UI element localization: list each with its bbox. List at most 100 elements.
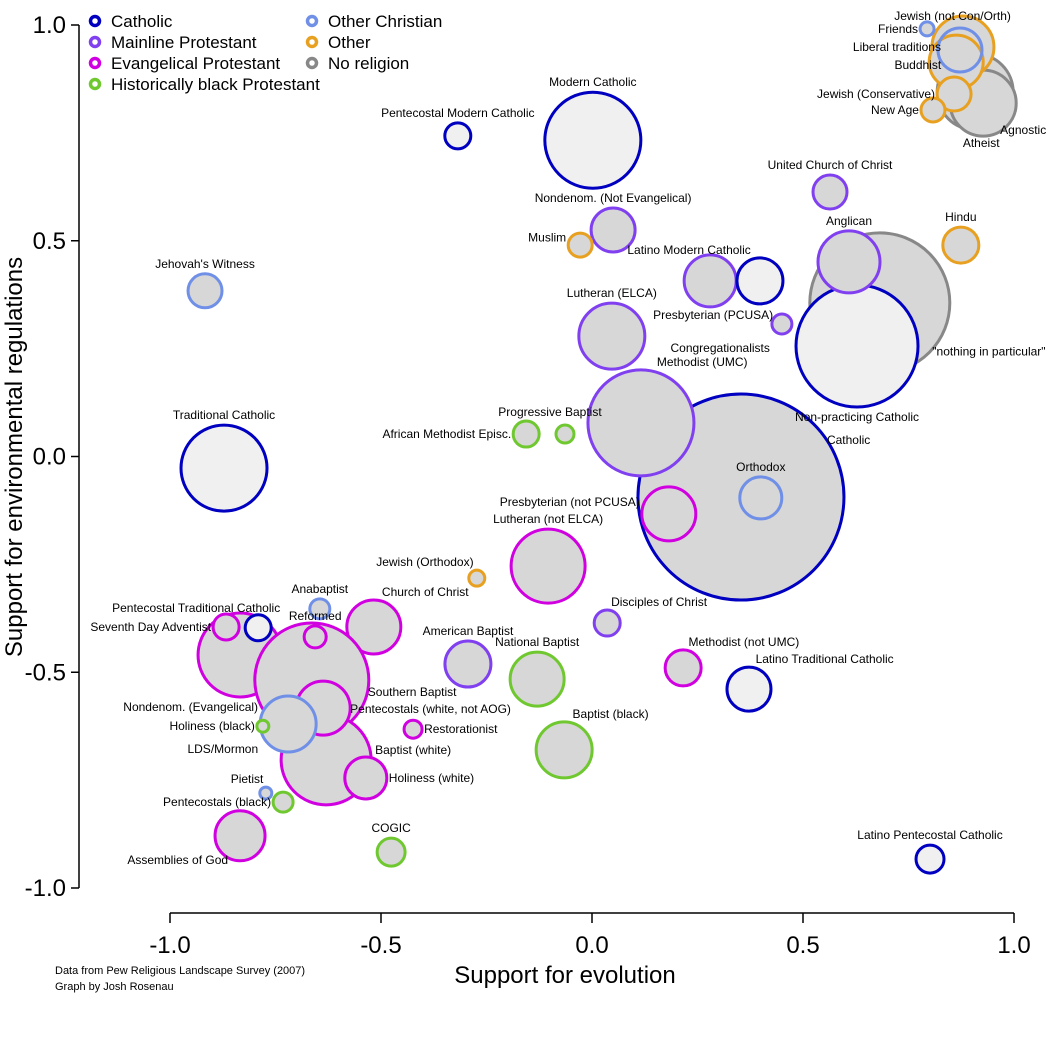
bubble-label-lutheran-not-elca: Lutheran (not ELCA) <box>493 512 603 526</box>
bubble-label-modern-catholic: Modern Catholic <box>549 75 636 89</box>
y-tick-label: 0.0 <box>33 444 66 471</box>
bubble-label-congregationalists: Congregationalists <box>670 341 769 355</box>
bubble-label-non-practicing-catholic: Non-practicing Catholic <box>795 410 919 424</box>
bubble-assemblies-of-god <box>213 809 267 863</box>
bubble-label-orthodox: Orthodox <box>736 460 785 474</box>
bubble-label-new-age: New Age <box>871 103 919 117</box>
bubble-cogic <box>375 836 407 868</box>
bubble-label-liberal-traditions: Liberal traditions <box>853 40 941 54</box>
bubble-label-agnostic: Agnostic <box>1000 123 1046 137</box>
legend-label-mainline: Mainline Protestant <box>111 33 257 52</box>
bubble-anglican <box>816 229 882 295</box>
x-tick-label: 0.0 <box>575 932 608 959</box>
bubble-label-national-baptist: National Baptist <box>495 635 580 649</box>
bubble-label-latino-traditional-catholic: Latino Traditional Catholic <box>756 652 894 666</box>
bubble-label-jehovah-s-witness: Jehovah's Witness <box>155 257 255 271</box>
bubble-baptist-black <box>534 720 594 780</box>
bubble-liberal-traditions <box>936 26 984 74</box>
legend-swatch-evangelical <box>88 56 102 70</box>
bubble-label-american-baptist: American Baptist <box>423 624 514 638</box>
bubble-seventh-day-adventist <box>211 612 241 642</box>
bubble-label-cogic: COGIC <box>371 821 411 835</box>
bubble-label-african-methodist-episc: African Methodist Episc. <box>382 427 511 441</box>
bubble-friends <box>918 20 936 38</box>
bubble-jehovah-s-witness <box>186 272 224 310</box>
x-tick-label: 1.0 <box>997 932 1030 959</box>
x-axis: -1.0 -0.5 0.0 0.5 1.0 Support for evolution <box>149 912 1031 989</box>
bubble-reformed <box>302 624 328 650</box>
bubble-disciples-of-christ <box>592 608 622 638</box>
bubble-label-church-of-christ: Church of Christ <box>382 585 469 599</box>
bubble-restorationist <box>402 718 424 740</box>
x-tick-label: -1.0 <box>149 932 190 959</box>
bubble-orthodox <box>738 475 784 521</box>
bubble-united-church-of-christ <box>811 173 849 211</box>
bubble-label-pentecostal-modern-catholic: Pentecostal Modern Catholic <box>381 106 534 120</box>
x-tick-label: 0.5 <box>786 932 819 959</box>
bubble-progressive-baptist <box>554 423 576 445</box>
bubble-label-latino-pentecostal-catholic: Latino Pentecostal Catholic <box>857 828 1002 842</box>
legend-label-black: Historically black Protestant <box>111 75 320 94</box>
bubble-modern-catholic <box>543 90 643 190</box>
bubble-label-pentecostal-traditional-catholic: Pentecostal Traditional Catholic <box>112 601 280 615</box>
y-axis-title: Support for environmental regulations <box>1 257 28 657</box>
bubble-congregationalists <box>770 312 794 336</box>
bubble-methodist-umc <box>586 368 696 478</box>
bubble-holiness-white <box>343 755 389 801</box>
bubble-label-nondenom-not-evangelical: Nondenom. (Not Evangelical) <box>535 191 692 205</box>
bubble-label-united-church-of-christ: United Church of Christ <box>768 158 893 172</box>
legend-label-catholic: Catholic <box>111 12 173 31</box>
bubble-label-disciples-of-christ: Disciples of Christ <box>611 595 708 609</box>
bubble-label-baptist-black: Baptist (black) <box>573 707 649 721</box>
bubble-hindu <box>941 225 981 265</box>
bubble-label-holiness-black: Holiness (black) <box>169 719 254 733</box>
legend-swatch-mainline <box>88 35 102 49</box>
bubble-jewish-orthodox <box>467 568 487 588</box>
bubble-label-methodist-umc: Methodist (UMC) <box>657 355 748 369</box>
bubble-label-friends: Friends <box>878 22 918 36</box>
author-credit: Graph by Josh Rosenau <box>55 981 174 993</box>
x-axis-title: Support for evolution <box>454 962 675 989</box>
legend-label-none: No religion <box>328 54 409 73</box>
bubble-label-reformed: Reformed <box>289 609 342 623</box>
bubble-latino-modern-catholic <box>735 256 785 306</box>
legend-swatch-none <box>305 56 319 70</box>
bubble-label-muslim: Muslim <box>528 230 566 244</box>
bubble-african-methodist-episc <box>511 419 541 449</box>
bubble-label-pietist: Pietist <box>231 772 264 786</box>
bubble-label-presbyterian-not-pcusa: Presbyterian (not PCUSA) <box>500 495 640 509</box>
bubble-presbyterian-pcusa <box>682 253 738 309</box>
legend: Catholic Mainline Protestant Evangelical P… <box>88 12 442 94</box>
bubble-pentecostal-traditional-catholic <box>243 613 273 643</box>
bubble-label-restorationist: Restorationist <box>424 722 498 736</box>
bubble-label-hindu: Hindu <box>945 210 976 224</box>
legend-swatch-catholic <box>88 14 102 28</box>
bubble-label-traditional-catholic: Traditional Catholic <box>173 408 275 422</box>
bubble-pentecostals-black <box>271 790 295 814</box>
bubble-lutheran-elca <box>577 301 647 371</box>
bubble-label-jewish-orthodox: Jewish (Orthodox) <box>376 555 473 569</box>
bubble-label-methodist-not-umc: Methodist (not UMC) <box>689 635 800 649</box>
bubble-methodist-not-umc <box>663 648 703 688</box>
bubble-jewish-conservative <box>935 75 973 113</box>
bubble-label-assemblies-of-god: Assemblies of God <box>127 853 228 867</box>
bubble-label-jewish-not-con-orth: Jewish (not Con/Orth) <box>894 9 1011 23</box>
bubble-label-nondenom-evangelical: Nondenom. (Evangelical) <box>123 700 258 714</box>
bubble-pietist <box>258 785 274 801</box>
bubble-american-baptist <box>443 639 493 689</box>
bubble-label-pentecostals-black: Pentecostals (black) <box>163 795 271 809</box>
bubble-label-baptist-white: Baptist (white) <box>375 743 451 757</box>
legend-label-otherchristian: Other Christian <box>328 12 442 31</box>
bubble-traditional-catholic <box>179 423 269 513</box>
legend-label-other: Other <box>328 33 371 52</box>
bubble-label-seventh-day-adventist: Seventh Day Adventist <box>90 620 211 634</box>
bubble-label-southern-baptist: Southern Baptist <box>368 685 457 699</box>
legend-swatch-other <box>305 35 319 49</box>
bubble-label-atheist: Atheist <box>963 136 1000 150</box>
bubble-nondenom-not-evangelical <box>589 206 637 254</box>
bubble-labels-layer: "nothing in particular" Catholic Methodist… <box>90 9 1046 867</box>
y-axis: 1.0 0.5 0.0 -0.5 -1.0 Support for environmen… <box>1 12 80 902</box>
bubble-new-age <box>919 96 947 124</box>
bubble-label-progressive-baptist: Progressive Baptist <box>498 405 602 419</box>
